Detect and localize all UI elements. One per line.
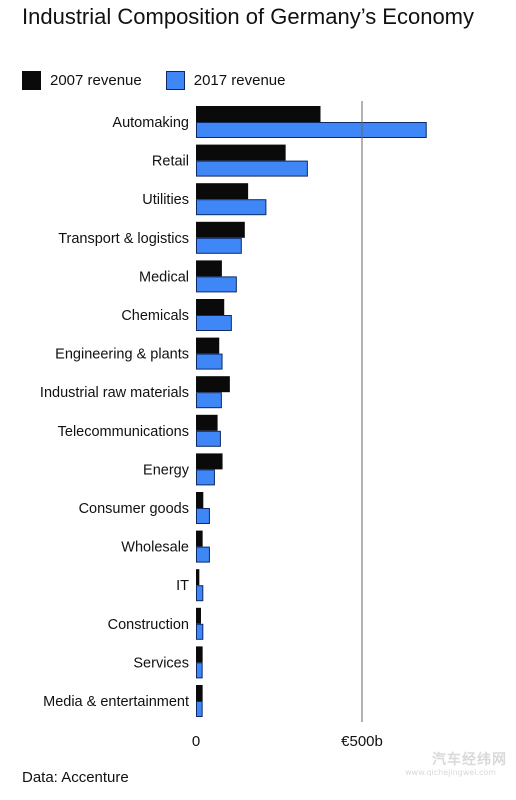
bar-2007-energy xyxy=(196,453,223,470)
bar-2007-chemicals xyxy=(196,299,225,315)
bar-2007-engineering-plants xyxy=(196,337,220,354)
source-note: Data: Accenture xyxy=(22,769,129,786)
watermark-url: www.qichejingwei.com xyxy=(405,768,497,777)
watermark-text: 汽车经纬网 xyxy=(432,751,507,767)
category-label-medical: Medical xyxy=(139,269,189,285)
legend-item-2007: 2007 revenue xyxy=(22,70,142,90)
legend-item-2017: 2017 revenue xyxy=(165,70,286,90)
bar-2007-telecommunications xyxy=(196,414,218,431)
bar-2007-automaking xyxy=(196,106,321,122)
category-label-construction: Construction xyxy=(108,617,189,633)
bar-2007-retail xyxy=(196,144,286,161)
bar-2017-energy xyxy=(196,469,215,486)
bar-2007-industrial-raw-materials xyxy=(196,376,230,393)
category-label-it: IT xyxy=(176,578,189,594)
bar-2017-retail xyxy=(196,160,308,177)
bar-2017-engineering-plants xyxy=(196,353,223,370)
bar-2017-telecommunications xyxy=(196,430,221,447)
bar-2007-utilities xyxy=(196,183,249,200)
bar-2007-medical xyxy=(196,260,222,277)
legend-swatch-2007 xyxy=(22,70,41,90)
bar-2017-automaking xyxy=(196,122,427,138)
chart-legend: 2007 revenue 2017 revenue xyxy=(22,70,310,90)
bar-2017-medical xyxy=(196,276,237,293)
bar-2007-services xyxy=(196,646,203,663)
bar-2007-it xyxy=(196,569,200,586)
legend-swatch-2017 xyxy=(165,70,185,90)
legend-label-2007: 2007 revenue xyxy=(50,71,142,89)
category-label-utilities: Utilities xyxy=(142,192,189,208)
x-tick-label-1: €500b xyxy=(341,733,383,750)
category-label-retail: Retail xyxy=(152,154,189,170)
bar-2007-media-entertainment xyxy=(196,685,203,701)
category-label-chemicals: Chemicals xyxy=(121,308,189,324)
bar-2017-transport-logistics xyxy=(196,237,242,254)
bar-2017-industrial-raw-materials xyxy=(196,392,222,409)
bar-2007-transport-logistics xyxy=(196,221,245,238)
category-label-wholesale: Wholesale xyxy=(121,540,189,556)
bar-2017-chemicals xyxy=(196,315,232,331)
category-label-transport-logistics: Transport & logistics xyxy=(58,231,189,247)
bar-2017-it xyxy=(196,585,204,602)
bar-2017-consumer-goods xyxy=(196,508,210,524)
bar-2017-construction xyxy=(196,623,204,640)
category-label-media-entertainment: Media & entertainment xyxy=(43,694,189,710)
bar-2017-wholesale xyxy=(196,546,210,563)
bar-2017-utilities xyxy=(196,199,267,216)
category-label-consumer-goods: Consumer goods xyxy=(79,501,189,517)
bar-2007-construction xyxy=(196,607,201,624)
category-label-services: Services xyxy=(133,655,189,671)
category-label-telecommunications: Telecommunications xyxy=(58,424,189,440)
x-tick-label-0: 0 xyxy=(192,733,200,750)
legend-label-2017: 2017 revenue xyxy=(193,71,286,89)
bar-2017-media-entertainment xyxy=(196,701,203,717)
category-label-energy: Energy xyxy=(143,462,190,478)
chart-title: Industrial Composition of Germany’s Econ… xyxy=(22,4,475,29)
bar-2007-wholesale xyxy=(196,530,203,547)
category-label-engineering-plants: Engineering & plants xyxy=(55,347,189,363)
bar-2017-services xyxy=(196,662,203,679)
category-label-automaking: Automaking xyxy=(112,115,189,131)
category-label-industrial-raw-materials: Industrial raw materials xyxy=(40,385,189,401)
bar-2007-consumer-goods xyxy=(196,492,204,508)
